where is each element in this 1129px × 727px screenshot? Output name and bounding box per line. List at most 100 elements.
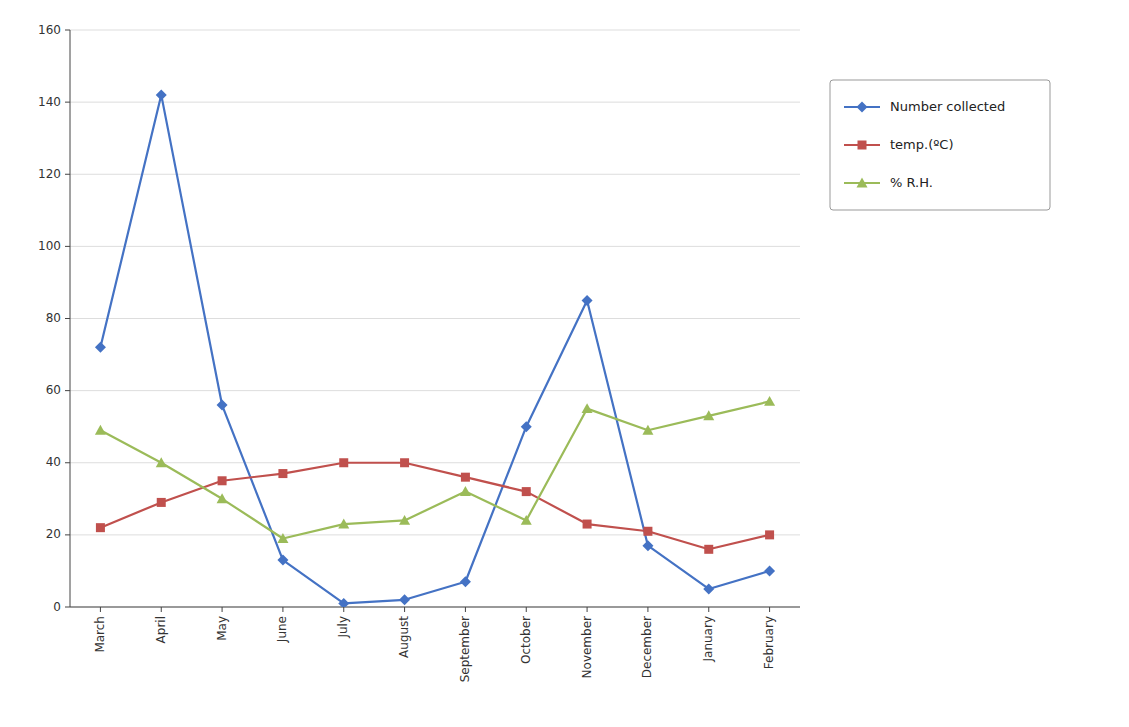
point [703,410,714,420]
y-tick [65,390,70,391]
grid-line [70,246,800,247]
point [96,523,105,532]
y-tick [65,318,70,319]
y-axis: 020406080100120140160 [38,23,70,614]
x-tick-label: June [275,616,289,643]
point [642,540,653,551]
point [703,583,714,594]
point [764,396,775,406]
x-tick [708,607,709,612]
point [400,458,409,467]
x-tick-label: December [640,616,654,678]
point [642,425,653,435]
x-tick [282,607,283,612]
x-tick [526,607,527,612]
legend-label: temp.(ºC) [890,137,954,152]
x-tick [100,607,101,612]
point [582,295,593,306]
grid-line [70,534,800,535]
y-tick [65,246,70,247]
y-tick-label: 60 [46,383,61,397]
y-tick-label: 0 [53,600,61,614]
y-tick [65,607,70,608]
point [338,598,349,607]
point [277,533,288,543]
point [95,342,106,353]
legend-marker [857,178,868,188]
y-tick-label: 20 [46,527,61,541]
x-tick-label: April [154,616,168,643]
grid-line [70,174,800,175]
x-tick-label: May [215,616,229,641]
y-tick [65,30,70,31]
y-tick-label: 40 [46,455,61,469]
grid-line [70,318,800,319]
x-tick [222,607,223,612]
x-tick-label: February [762,616,776,669]
y-tick-label: 120 [38,167,61,181]
x-tick [161,607,162,612]
x-tick [647,607,648,612]
point [217,400,228,411]
point [277,555,288,566]
legend-marker [858,141,867,150]
grid-line [70,30,800,31]
point [278,469,287,478]
point [460,576,471,587]
plot-data [95,89,775,607]
point [157,498,166,507]
point [156,457,167,467]
x-tick-label: September [458,616,472,682]
point [218,476,227,485]
x-tick-label: March [93,616,107,653]
x-tick-label: October [519,616,533,664]
chart: 020406080100120140160MarchAprilMayJuneJu… [0,0,1129,727]
x-tick [769,607,770,612]
y-axis-line [70,30,71,607]
point [338,519,349,529]
legend-label: % R.H. [890,175,933,190]
grid-line [70,390,800,391]
legend-box [830,80,1050,210]
point [95,425,106,435]
x-tick-label: July [336,616,350,639]
legend: Number collected temp.(ºC) % R.H. [830,80,1050,210]
point [765,530,774,539]
x-axis-line [70,607,800,608]
x-tick [465,607,466,612]
grid [70,30,800,607]
x-tick-label: November [580,616,594,678]
point [217,493,228,503]
series-line [100,401,769,538]
legend-marker [857,102,868,113]
y-tick [65,534,70,535]
point [704,545,713,554]
x-axis: March April May June July August September Octo… [70,607,800,682]
y-tick-label: 80 [46,311,61,325]
grid-line [70,102,800,103]
point [643,527,652,536]
y-tick-label: 100 [38,239,61,253]
grid-line [70,462,800,463]
legend-label: Number collected [890,99,1005,114]
point [460,486,471,496]
point [399,594,410,605]
x-tick [343,607,344,612]
point [461,473,470,482]
point [156,89,167,100]
y-tick [65,102,70,103]
point [582,403,593,413]
point [339,458,348,467]
y-tick [65,174,70,175]
point [522,487,531,496]
point [583,520,592,529]
grid-line [70,607,800,608]
x-tick [404,607,405,612]
x-tick-label: January [701,616,715,663]
y-tick [65,462,70,463]
point [399,515,410,525]
point [521,421,532,432]
x-tick-label: August [397,616,411,658]
point [764,565,775,576]
x-tick [587,607,588,612]
